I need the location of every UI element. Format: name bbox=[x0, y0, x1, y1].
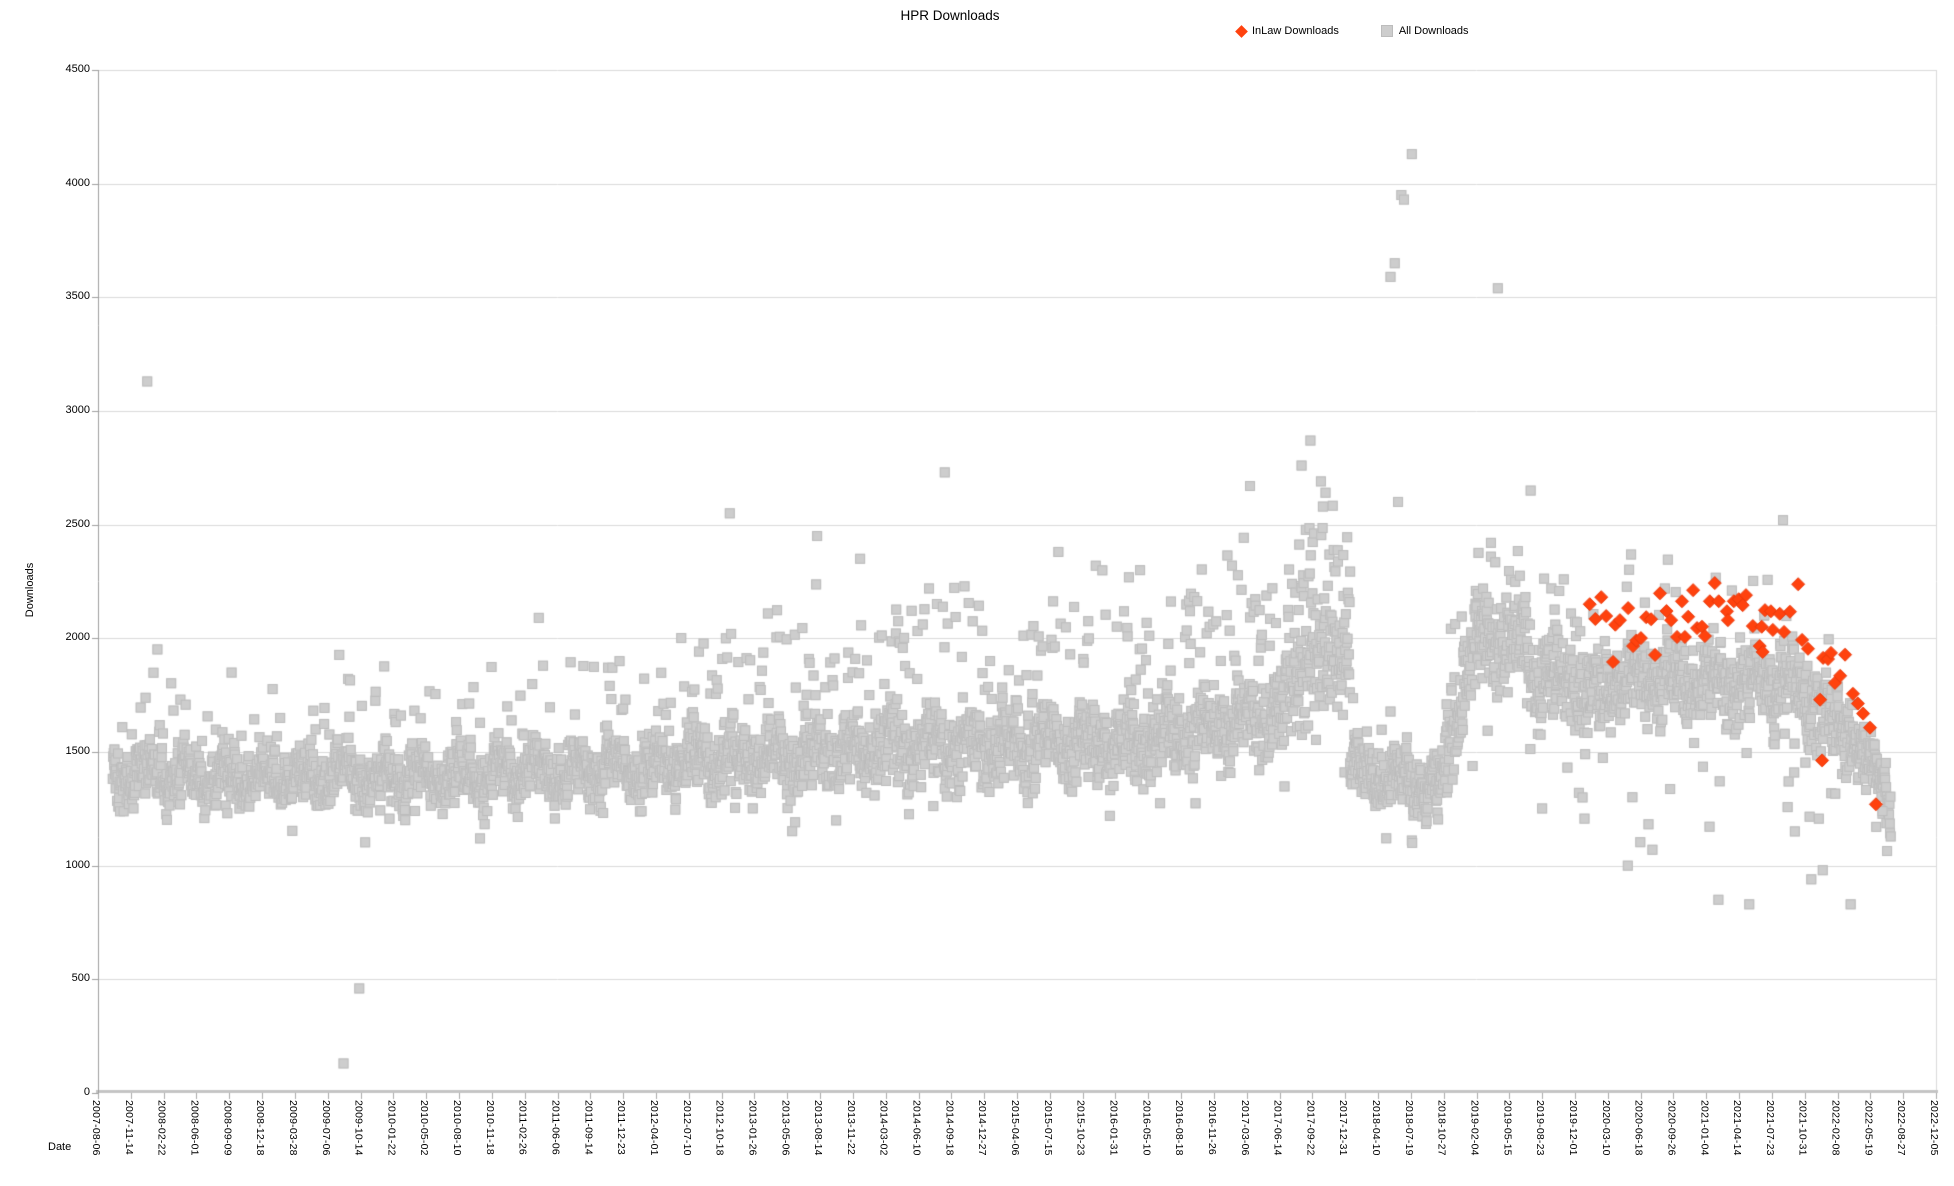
x-tick-label: 2018-10-27 bbox=[1435, 1100, 1448, 1156]
y-tick-label: 0 bbox=[83, 1086, 90, 1098]
legend: InLaw Downloads All Downloads bbox=[1235, 24, 1469, 38]
legend-item-inlaw-downloads: InLaw Downloads bbox=[1235, 24, 1339, 38]
y-tick-label: 4500 bbox=[65, 63, 90, 75]
x-tick-label: 2008-06-01 bbox=[188, 1100, 201, 1156]
x-tick-label: 2008-02-22 bbox=[155, 1100, 168, 1156]
x-tick-label: 2021-10-31 bbox=[1796, 1100, 1809, 1156]
x-tick-label: 2010-01-22 bbox=[385, 1100, 398, 1156]
y-tick-label: 2000 bbox=[65, 631, 90, 644]
x-tick-label: 2018-07-19 bbox=[1402, 1100, 1415, 1156]
x-tick-label: 2017-03-06 bbox=[1238, 1100, 1251, 1156]
x-tick-label: 2019-05-15 bbox=[1501, 1100, 1514, 1156]
y-tick-label: 1500 bbox=[65, 745, 90, 757]
x-tick-label: 2011-06-06 bbox=[549, 1100, 562, 1155]
x-tick-label: 2020-03-10 bbox=[1599, 1100, 1612, 1156]
x-tick-label: 2008-12-18 bbox=[254, 1100, 267, 1156]
x-tick-label: 2012-04-01 bbox=[647, 1100, 660, 1156]
legend-item-all-downloads: All Downloads bbox=[1380, 25, 1469, 37]
x-tick-label: 2017-09-22 bbox=[1304, 1100, 1317, 1156]
x-tick-label: 2018-04-10 bbox=[1370, 1100, 1383, 1156]
x-tick-label: 2016-05-10 bbox=[1140, 1100, 1153, 1156]
x-tick-label: 2021-07-23 bbox=[1763, 1100, 1776, 1156]
y-tick-label: 4000 bbox=[65, 176, 90, 189]
x-tick-label: 2013-11-22 bbox=[844, 1100, 857, 1155]
y-tick-label: 1000 bbox=[65, 858, 90, 871]
x-tick-label: 2020-06-18 bbox=[1632, 1100, 1645, 1156]
y-axis-title: Downloads bbox=[24, 562, 36, 618]
x-tick-label: 2011-02-26 bbox=[516, 1100, 529, 1155]
x-tick-label: 2015-07-15 bbox=[1041, 1100, 1054, 1156]
x-tick-label: 2009-07-06 bbox=[319, 1100, 332, 1156]
x-tick-label: 2013-08-14 bbox=[812, 1100, 825, 1156]
square-marker-icon bbox=[1380, 25, 1393, 37]
x-tick-label: 2007-08-06 bbox=[90, 1100, 102, 1156]
x-tick-label: 2016-11-26 bbox=[1205, 1100, 1218, 1155]
x-tick-label: 2019-02-04 bbox=[1468, 1100, 1481, 1156]
x-tick-label: 2021-04-14 bbox=[1731, 1100, 1744, 1156]
x-tick-label: 2017-06-14 bbox=[1271, 1100, 1284, 1156]
x-tick-label: 2019-12-01 bbox=[1566, 1100, 1579, 1156]
x-tick-label: 2010-08-10 bbox=[451, 1100, 464, 1156]
x-tick-label: 2010-11-18 bbox=[483, 1100, 496, 1155]
x-tick-label: 2021-01-04 bbox=[1698, 1100, 1711, 1156]
x-tick-label: 2017-12-31 bbox=[1337, 1100, 1350, 1156]
x-tick-label: 2009-03-28 bbox=[286, 1100, 299, 1156]
x-tick-label: 2015-10-23 bbox=[1074, 1100, 1087, 1156]
x-tick-label: 2014-12-27 bbox=[976, 1100, 989, 1156]
diamond-marker-icon bbox=[1235, 24, 1248, 38]
legend-label-inlaw: InLaw Downloads bbox=[1252, 25, 1339, 37]
x-tick-label: 2007-11-14 bbox=[122, 1100, 135, 1155]
y-tick-label: 3000 bbox=[65, 404, 90, 416]
x-tick-label: 2014-03-02 bbox=[877, 1100, 890, 1156]
x-tick-label: 2009-10-14 bbox=[352, 1100, 365, 1156]
chart-title: HPR Downloads bbox=[900, 8, 1000, 23]
x-tick-label: 2016-08-18 bbox=[1173, 1100, 1186, 1156]
x-tick-label: 2014-09-18 bbox=[943, 1100, 956, 1156]
x-tick-label: 2022-12-05 bbox=[1928, 1100, 1940, 1156]
x-axis-title: Date bbox=[48, 1141, 72, 1153]
y-tick-label: 3500 bbox=[65, 290, 90, 303]
x-tick-label: 2012-07-10 bbox=[680, 1100, 693, 1156]
x-tick-label: 2014-06-10 bbox=[910, 1100, 923, 1156]
x-tick-label: 2013-01-26 bbox=[746, 1100, 759, 1156]
x-tick-label: 2022-08-27 bbox=[1895, 1100, 1908, 1156]
x-tick-label: 2008-09-09 bbox=[221, 1100, 234, 1156]
x-tick-label: 2020-09-26 bbox=[1665, 1100, 1678, 1156]
x-tick-label: 2011-09-14 bbox=[582, 1100, 595, 1155]
x-tick-label: 2022-05-19 bbox=[1862, 1100, 1875, 1156]
x-tick-label: 2015-04-06 bbox=[1009, 1100, 1021, 1156]
x-tick-label: 2012-10-18 bbox=[713, 1100, 726, 1156]
x-tick-label: 2011-12-23 bbox=[615, 1100, 628, 1155]
x-tick-label: 2022-02-08 bbox=[1829, 1100, 1842, 1156]
x-tick-label: 2013-05-06 bbox=[779, 1100, 792, 1156]
legend-label-all: All Downloads bbox=[1398, 25, 1469, 37]
y-tick-label: 500 bbox=[71, 972, 90, 985]
x-tick-label: 2016-01-31 bbox=[1107, 1100, 1120, 1156]
x-tick-label: 2019-08-23 bbox=[1534, 1100, 1547, 1156]
x-tick-label: 2010-05-02 bbox=[418, 1100, 431, 1156]
y-tick-label: 2500 bbox=[65, 517, 90, 530]
